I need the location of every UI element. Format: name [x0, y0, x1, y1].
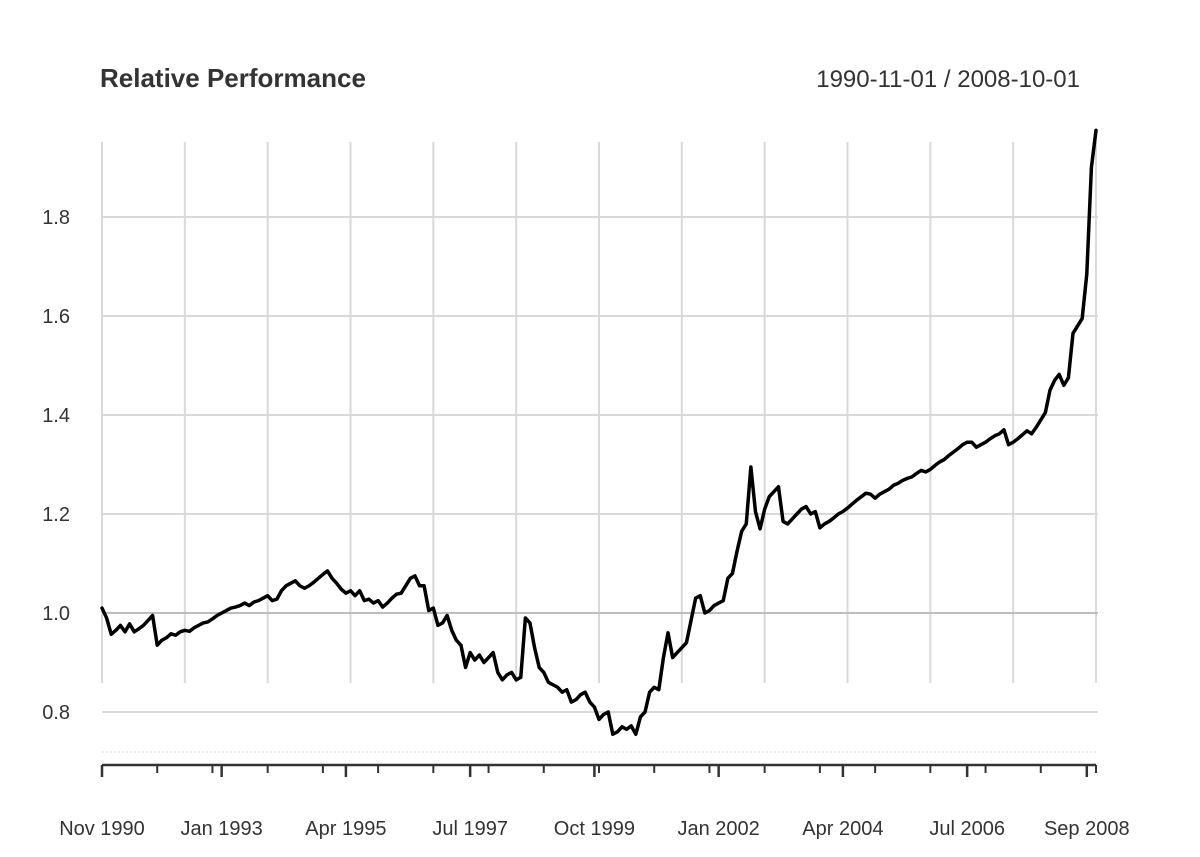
- grid: [101, 142, 1098, 753]
- y-axis: 0.8 1.0 1.2 1.4 1.6 1.8: [42, 207, 70, 724]
- date-range-label: 1990-11-01 / 2008-10-01: [816, 66, 1080, 93]
- y-tick-label: 1.2: [42, 504, 70, 526]
- x-tick-label: Nov 1990: [59, 818, 145, 840]
- x-tick-label: Jul 2006: [929, 818, 1005, 840]
- y-tick-label: 1.4: [42, 405, 70, 427]
- chart-title: Relative Performance: [100, 63, 366, 93]
- x-tick-label: Sep 2008: [1044, 818, 1130, 840]
- y-tick-label: 0.8: [42, 702, 70, 724]
- y-tick-label: 1.6: [42, 306, 70, 328]
- x-tick-label: Oct 1999: [554, 818, 635, 840]
- y-tick-label: 1.0: [42, 603, 70, 625]
- x-tick-label: Apr 1995: [305, 818, 386, 840]
- x-tick-label: Jul 1997: [432, 818, 508, 840]
- series-line: [100, 128, 1098, 737]
- x-tick-label: Apr 2004: [802, 818, 883, 840]
- x-tick-label: Jan 1993: [180, 818, 262, 840]
- series: [100, 128, 1098, 737]
- x-tick-label: Jan 2002: [677, 818, 759, 840]
- x-axis: Nov 1990 Jan 1993 Apr 1995 Jul 1997 Oct 1999…: [59, 763, 1130, 840]
- y-tick-label: 1.8: [42, 207, 70, 229]
